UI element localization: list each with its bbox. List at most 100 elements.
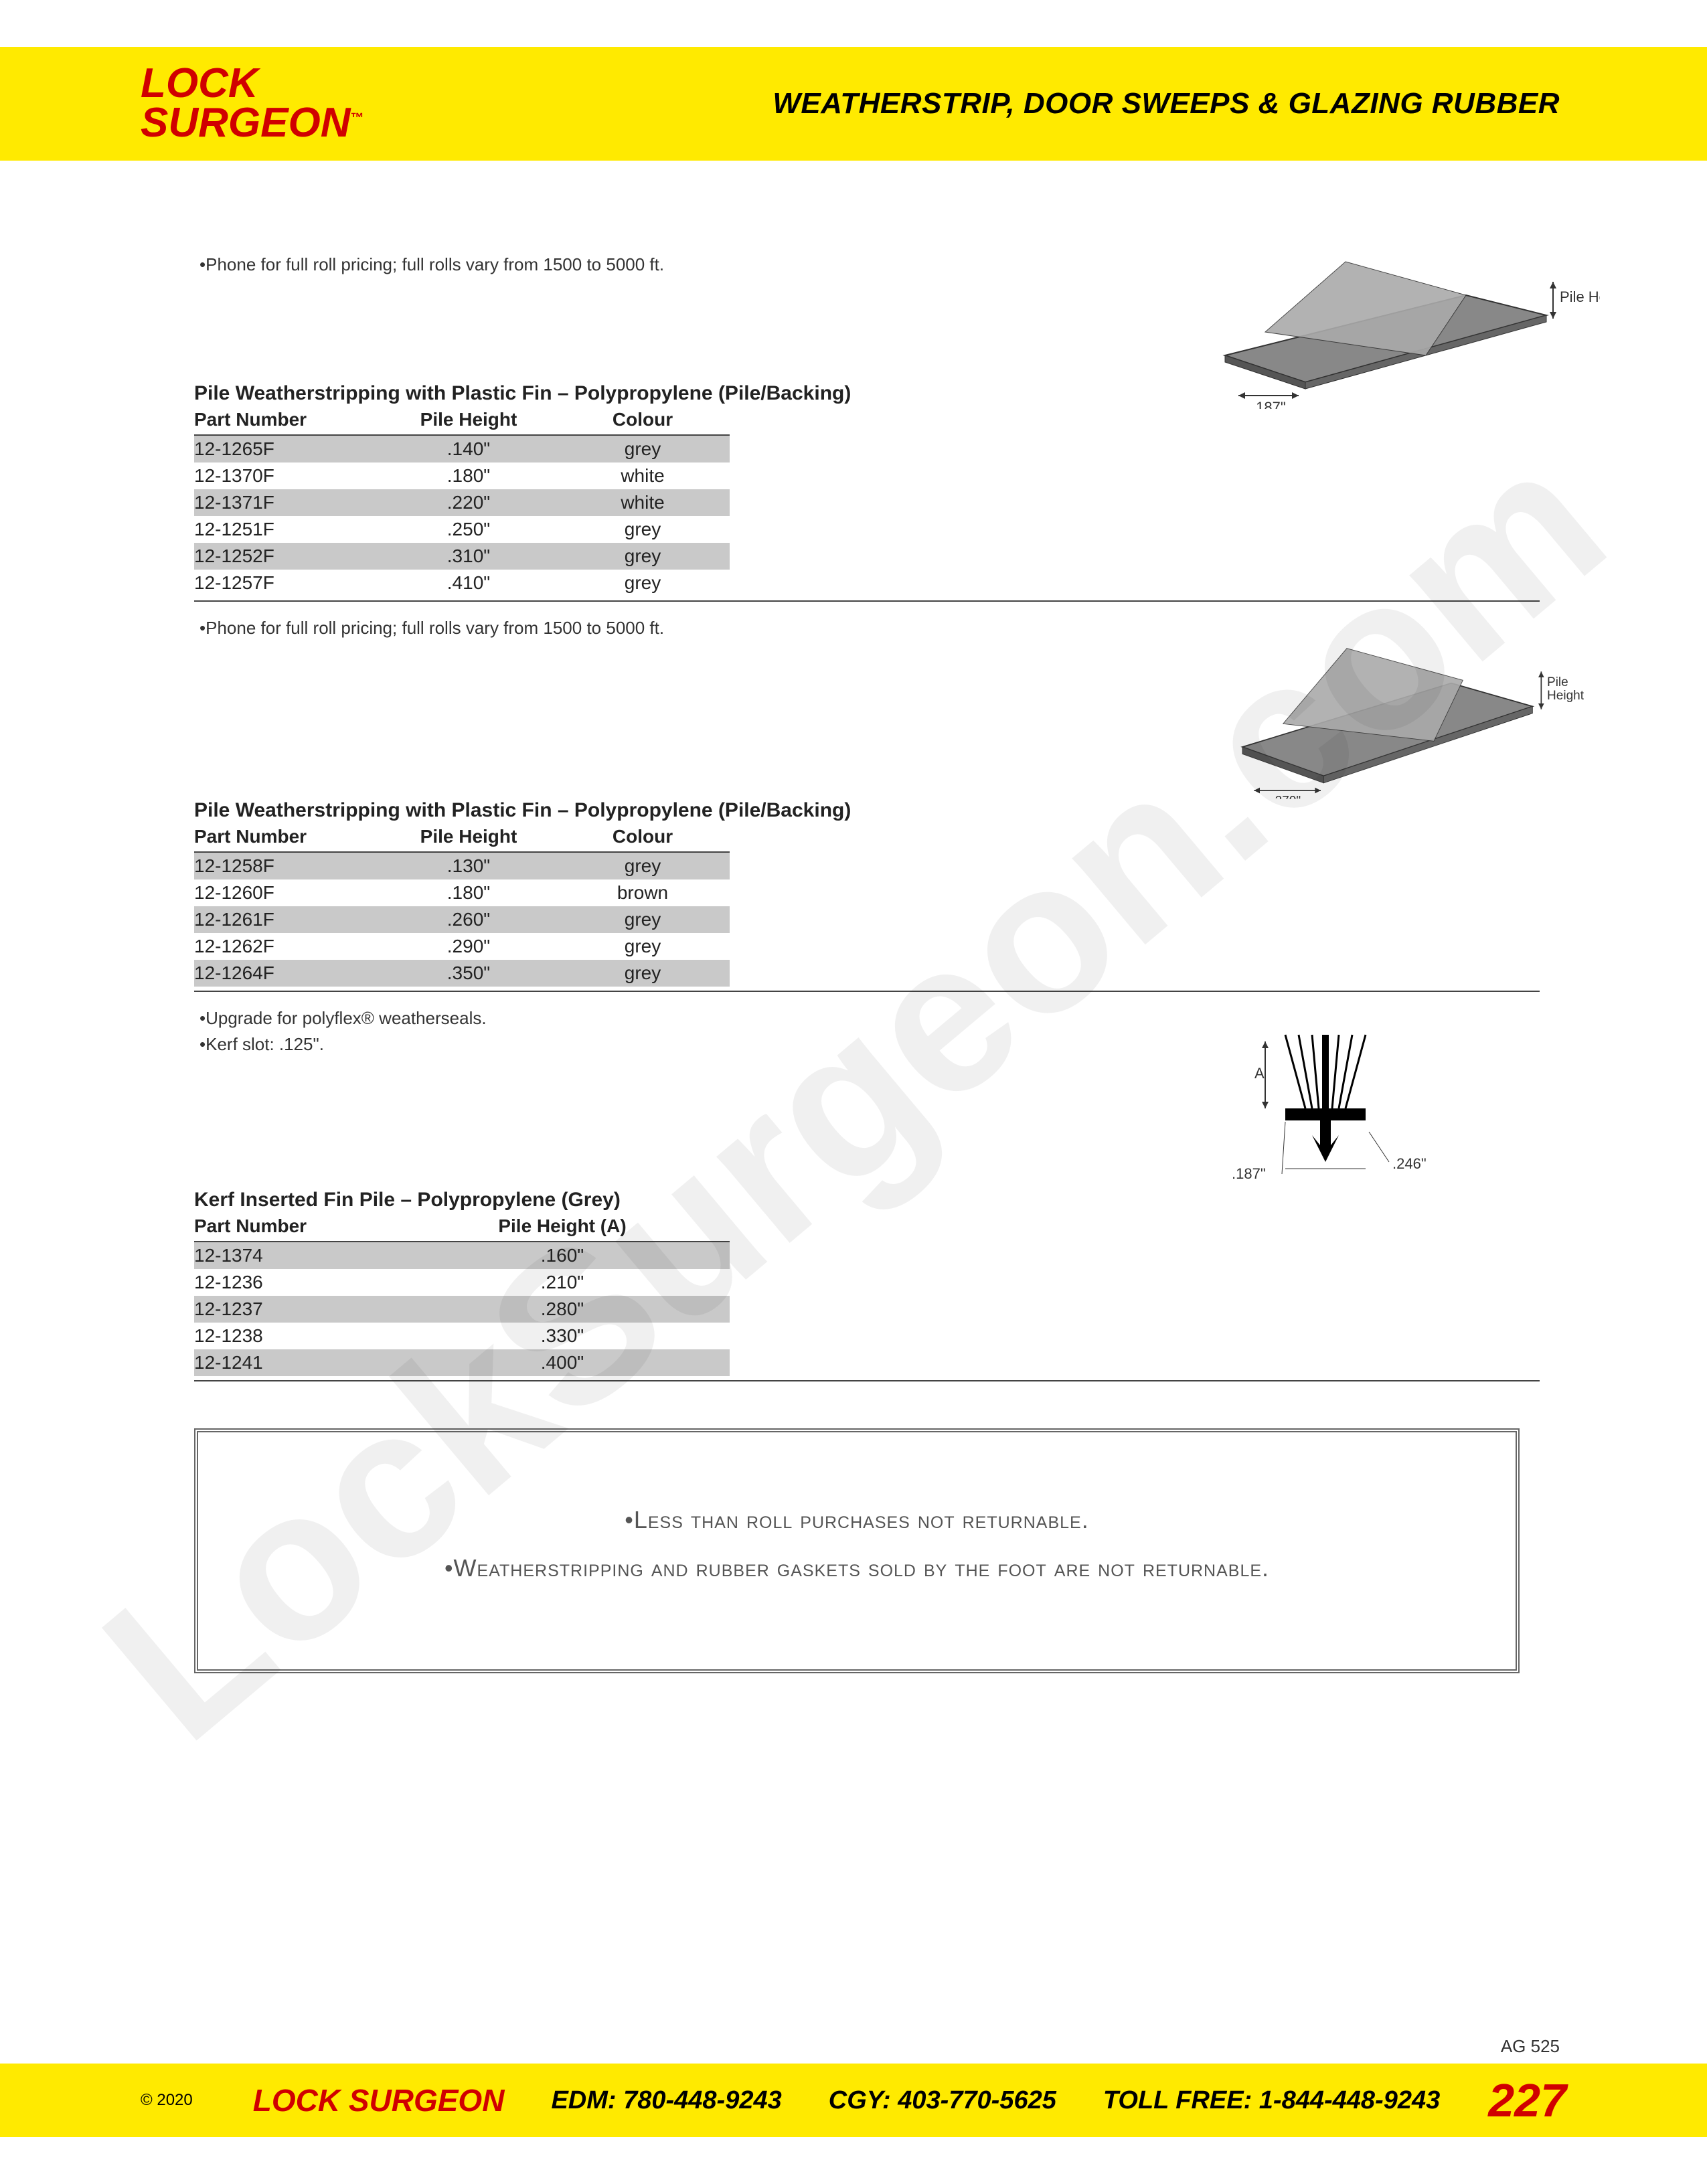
section-rule (194, 991, 1540, 992)
page-category: WEATHERSTRIP, DOOR SWEEPS & GLAZING RUBB… (773, 87, 1560, 120)
cell-part: 12-1251F (194, 519, 382, 540)
cell-height: .280" (462, 1298, 663, 1320)
header-band: LOCK SURGEON™ WEATHERSTRIP, DOOR SWEEPS … (0, 47, 1707, 161)
table-row: 12-1261F.260"grey (194, 906, 730, 933)
cell-colour: grey (556, 909, 730, 930)
col-header: Part Number (194, 1215, 462, 1237)
section2-diagram: Pile Height .270" (1198, 625, 1600, 799)
cell-part: 12-1241 (194, 1352, 462, 1373)
table-row: 12-1252F.310"grey (194, 543, 730, 570)
table-row: 12-1260F.180"brown (194, 879, 730, 906)
notice-line1: •Less than roll purchases not returnable… (225, 1506, 1489, 1534)
cell-colour: brown (556, 882, 730, 904)
svg-text:.187": .187" (1232, 1165, 1266, 1182)
table-row: 12-1265F.140"grey (194, 436, 730, 463)
table-header: Part Number Pile Height Colour (194, 826, 730, 853)
cell-height: .210" (462, 1272, 663, 1293)
table-row: 12-1370F.180"white (194, 463, 730, 489)
cell-height: .250" (382, 519, 556, 540)
cell-part: 12-1237 (194, 1298, 462, 1320)
svg-text:A: A (1254, 1065, 1265, 1082)
cell-part: 12-1257F (194, 572, 382, 594)
section1-diagram: Pile Height .187" (3/16") (1198, 235, 1600, 409)
col-header: Pile Height (382, 826, 556, 847)
page-content: •Phone for full roll pricing; full rolls… (194, 174, 1573, 2010)
table-header: Part Number Pile Height Colour (194, 409, 730, 436)
cell-height: .350" (382, 962, 556, 984)
table-row: 12-1236.210" (194, 1269, 730, 1296)
cell-part: 12-1262F (194, 936, 382, 957)
footer-band: © 2020 LOCK SURGEON EDM: 780-448-9243 CG… (0, 2064, 1707, 2137)
cell-part: 12-1371F (194, 492, 382, 513)
page-code: AG 525 (1501, 2036, 1560, 2057)
cell-colour: grey (556, 572, 730, 594)
cell-height: .180" (382, 882, 556, 904)
section-rule (194, 1380, 1540, 1381)
table-header: Part Number Pile Height (A) (194, 1215, 730, 1242)
footer-cgy: CGY: 403-770-5625 (829, 2086, 1056, 2115)
cell-colour: grey (556, 936, 730, 957)
cell-colour: grey (556, 855, 730, 877)
copyright: © 2020 (141, 2091, 193, 2110)
svg-text:.270": .270" (1271, 794, 1301, 799)
cell-colour: white (556, 492, 730, 513)
footer-edm: EDM: 780-448-9243 (551, 2086, 781, 2115)
section3-table: Part Number Pile Height (A) 12-1374.160"… (194, 1215, 730, 1376)
table-row: 12-1237.280" (194, 1296, 730, 1323)
section3-diagram: A .187" .246" (1198, 1021, 1479, 1195)
col-header: Pile Height (A) (462, 1215, 663, 1237)
cell-part: 12-1260F (194, 882, 382, 904)
cell-part: 12-1261F (194, 909, 382, 930)
footer-toll: TOLL FREE: 1-844-448-9243 (1103, 2086, 1440, 2115)
cell-part: 12-1370F (194, 465, 382, 487)
col-header: Pile Height (382, 409, 556, 430)
page-number: 227 (1488, 2074, 1566, 2127)
cell-height: .410" (382, 572, 556, 594)
cell-colour: white (556, 465, 730, 487)
cell-height: .130" (382, 855, 556, 877)
table-row: 12-1258F.130"grey (194, 853, 730, 879)
table-row: 12-1257F.410"grey (194, 570, 730, 596)
cell-height: .260" (382, 909, 556, 930)
svg-text:Pile: Pile (1547, 675, 1568, 689)
table-row: 12-1262F.290"grey (194, 933, 730, 960)
cell-part: 12-1258F (194, 855, 382, 877)
cell-height: .140" (382, 438, 556, 460)
svg-text:.246": .246" (1392, 1155, 1427, 1172)
section3: A .187" .246" Kerf Inserted Fin Pile – P… (194, 1189, 1573, 1381)
cell-part: 12-1252F (194, 545, 382, 567)
cell-colour: grey (556, 962, 730, 984)
section2-table: Part Number Pile Height Colour 12-1258F.… (194, 826, 730, 987)
section1-table: Part Number Pile Height Colour 12-1265F.… (194, 409, 730, 596)
table-row: 12-1374.160" (194, 1242, 730, 1269)
cell-height: .330" (462, 1325, 663, 1347)
notice-box: •Less than roll purchases not returnable… (194, 1428, 1520, 1673)
col-header: Colour (556, 409, 730, 430)
section-rule (194, 600, 1540, 602)
notice-line2: •Weatherstripping and rubber gaskets sol… (225, 1554, 1489, 1582)
cell-height: .160" (462, 1245, 663, 1266)
svg-text:.187": .187" (1252, 399, 1286, 409)
cell-height: .400" (462, 1352, 663, 1373)
col-header: Part Number (194, 826, 382, 847)
section2-title: Pile Weatherstripping with Plastic Fin –… (194, 799, 1573, 822)
svg-text:Height: Height (1547, 689, 1584, 703)
cell-height: .180" (382, 465, 556, 487)
pile-height-label: Pile Height (1560, 288, 1600, 305)
table-row: 12-1371F.220"white (194, 489, 730, 516)
col-header: Colour (556, 826, 730, 847)
trademark-symbol: ™ (350, 110, 363, 125)
cell-height: .220" (382, 492, 556, 513)
cell-part: 12-1264F (194, 962, 382, 984)
table-row: 12-1264F.350"grey (194, 960, 730, 987)
cell-height: .310" (382, 545, 556, 567)
table-row: 12-1238.330" (194, 1323, 730, 1349)
logo-line2: SURGEON (141, 100, 350, 146)
cell-part: 12-1374 (194, 1245, 462, 1266)
cell-colour: grey (556, 519, 730, 540)
cell-colour: grey (556, 545, 730, 567)
cell-part: 12-1238 (194, 1325, 462, 1347)
col-header: Part Number (194, 409, 382, 430)
table-row: 12-1241.400" (194, 1349, 730, 1376)
table-row: 12-1251F.250"grey (194, 516, 730, 543)
